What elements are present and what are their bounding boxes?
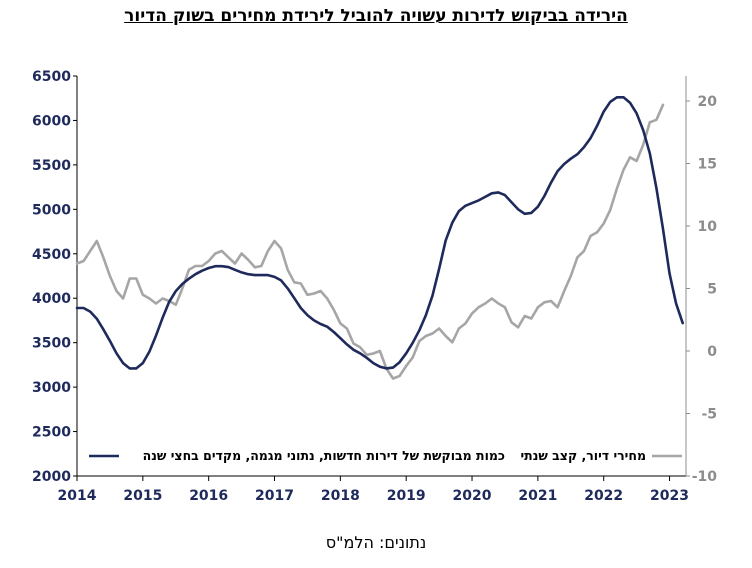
legend-label-prices: מחירי דיור, קצב שנתי bbox=[520, 448, 646, 463]
axes: 2000 2500 3000 3500 4000 4500 5000 5500 6000 6500… bbox=[32, 69, 717, 504]
x-tick-label: 2018 bbox=[321, 488, 360, 504]
source-note: נתונים: הלמ"ס bbox=[325, 533, 427, 552]
x-tick-label: 2017 bbox=[255, 488, 294, 504]
left-tick-label: 4500 bbox=[32, 247, 71, 263]
right-tick-label: 20 bbox=[698, 94, 718, 110]
left-tick-label: 3000 bbox=[32, 380, 71, 396]
x-tick-label: 2020 bbox=[453, 488, 492, 504]
left-tick-label: 2000 bbox=[32, 469, 71, 485]
legend: מחירי דיור, קצב שנתי כמות מבוקשת של דירו… bbox=[89, 448, 682, 463]
left-tick-label: 3500 bbox=[32, 336, 71, 352]
series-layer bbox=[75, 96, 684, 380]
chart-title: הירידה בביקוש לדירות עשויה להוביל לירידת… bbox=[124, 6, 628, 26]
x-tick-label: 2015 bbox=[123, 488, 162, 504]
right-tick-label: -5 bbox=[701, 407, 717, 423]
left-tick-label: 5500 bbox=[32, 158, 71, 174]
series-line-prices bbox=[75, 103, 665, 380]
legend-label-demand: כמות מבוקשת של דירות חדשות, נתוני מגמה, … bbox=[143, 448, 505, 463]
left-tick-label: 5000 bbox=[32, 202, 71, 218]
x-tick-label: 2022 bbox=[584, 488, 623, 504]
right-tick-label: 15 bbox=[698, 157, 717, 173]
left-tick-label: 2500 bbox=[32, 425, 71, 441]
left-tick-label: 6500 bbox=[32, 69, 71, 85]
left-tick-label: 6000 bbox=[32, 113, 71, 129]
right-tick-label: 0 bbox=[707, 344, 717, 360]
x-tick-label: 2016 bbox=[189, 488, 228, 504]
right-tick-label: 5 bbox=[707, 282, 717, 298]
x-tick-label: 2021 bbox=[518, 488, 557, 504]
left-tick-label: 4000 bbox=[32, 291, 71, 307]
x-tick-label: 2019 bbox=[387, 488, 426, 504]
right-tick-label: 10 bbox=[698, 219, 718, 235]
x-tick-label: 2014 bbox=[58, 488, 97, 504]
right-tick-label: -10 bbox=[692, 469, 718, 485]
x-tick-label: 2023 bbox=[650, 488, 689, 504]
series-line-demand bbox=[75, 96, 684, 370]
